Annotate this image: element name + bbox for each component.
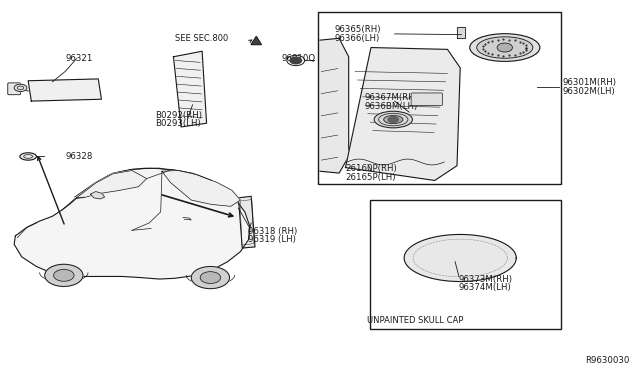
Polygon shape — [320, 38, 349, 173]
Circle shape — [388, 116, 398, 122]
Polygon shape — [162, 170, 241, 206]
Text: R9630030: R9630030 — [585, 356, 629, 365]
Text: 96302M(LH): 96302M(LH) — [562, 87, 615, 96]
Text: 96367M(RH): 96367M(RH) — [365, 93, 419, 102]
Text: B0293(LH): B0293(LH) — [156, 119, 202, 128]
Text: 9636BM(LH): 9636BM(LH) — [365, 102, 418, 111]
Text: 96318 (RH): 96318 (RH) — [248, 227, 297, 235]
Text: 96319 (LH): 96319 (LH) — [248, 235, 296, 244]
Polygon shape — [457, 27, 465, 38]
Polygon shape — [173, 51, 207, 127]
Polygon shape — [14, 168, 250, 279]
Circle shape — [200, 272, 221, 283]
Ellipse shape — [374, 111, 412, 128]
FancyBboxPatch shape — [8, 83, 20, 95]
Circle shape — [191, 266, 230, 289]
Circle shape — [14, 84, 27, 92]
Circle shape — [290, 57, 301, 64]
Text: UNPAINTED SKULL CAP: UNPAINTED SKULL CAP — [367, 316, 464, 325]
Polygon shape — [28, 79, 101, 101]
Text: 26165P(LH): 26165P(LH) — [346, 173, 396, 182]
Text: 96301M(RH): 96301M(RH) — [562, 78, 616, 87]
Text: 96365(RH): 96365(RH) — [335, 25, 381, 33]
Ellipse shape — [384, 115, 403, 124]
Polygon shape — [346, 48, 460, 180]
Polygon shape — [91, 192, 104, 199]
Circle shape — [497, 43, 513, 52]
Ellipse shape — [470, 34, 540, 61]
Text: 96321: 96321 — [65, 54, 93, 63]
Text: 96374M(LH): 96374M(LH) — [459, 283, 511, 292]
Bar — [318, 13, 561, 184]
Text: 96328: 96328 — [65, 152, 93, 161]
Polygon shape — [77, 170, 147, 198]
Circle shape — [54, 269, 74, 281]
Polygon shape — [239, 196, 255, 248]
FancyBboxPatch shape — [411, 93, 442, 106]
Text: 96366(LH): 96366(LH) — [335, 34, 380, 43]
Text: SEE SEC.800: SEE SEC.800 — [175, 34, 228, 43]
Text: 26160P(RH): 26160P(RH) — [346, 164, 397, 173]
Text: 96010Q: 96010Q — [282, 54, 316, 63]
Circle shape — [45, 264, 83, 286]
Polygon shape — [404, 234, 516, 282]
Ellipse shape — [20, 153, 36, 160]
Text: B0292(RH): B0292(RH) — [156, 110, 203, 120]
Ellipse shape — [477, 37, 533, 58]
Bar — [370, 200, 561, 329]
Text: 96373M(RH): 96373M(RH) — [459, 275, 513, 283]
Polygon shape — [251, 36, 261, 45]
